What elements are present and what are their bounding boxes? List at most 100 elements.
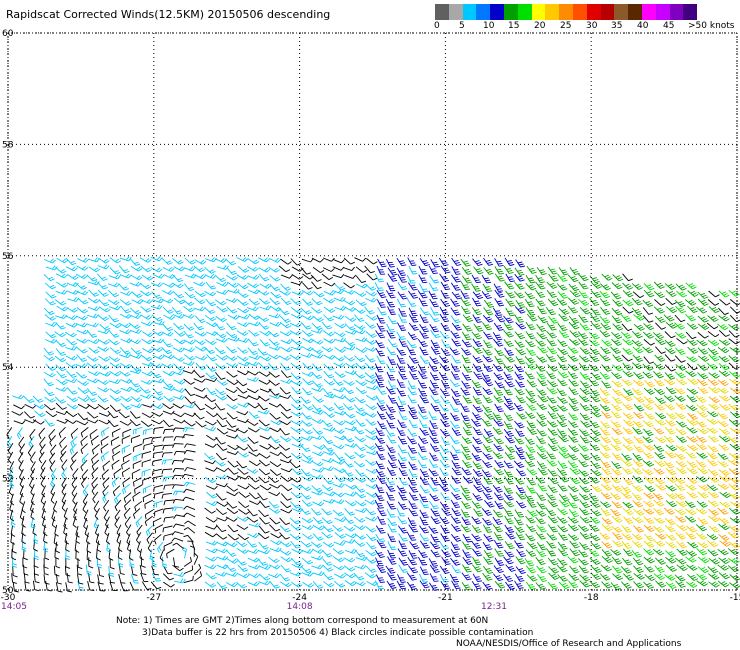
wind-barb [100,435,109,446]
wind-barb [599,403,611,412]
wind-barb [374,372,384,381]
wind-barb [108,289,119,298]
wind-barb [55,322,66,330]
wind-barb [87,403,99,410]
wind-barb [97,346,110,352]
wind-barb [344,396,356,403]
wind-barb [301,412,313,420]
wind-barb [675,420,687,428]
wind-barb [142,427,153,435]
wind-barb [173,557,180,568]
wind-barb [173,394,185,400]
wind-barb [75,532,80,544]
wind-barb [525,549,537,557]
wind-barb [227,288,240,294]
wind-barb [193,265,205,272]
wind-barb [215,299,227,306]
wind-barb [706,427,718,434]
wind-barb [141,420,153,427]
wind-barb [118,411,130,419]
wind-barb [302,273,314,280]
wind-barb [398,564,408,573]
wind-barb [237,282,249,290]
wind-barb [118,540,123,552]
wind-barb [259,355,272,362]
wind-barb [536,412,547,421]
wind-barb [41,508,46,521]
wind-barb [354,257,367,262]
wind-barb [55,541,60,554]
wind-barb [439,483,450,492]
wind-barb [215,508,228,515]
wind-barb [323,290,336,296]
wind-barb [238,508,250,515]
wind-barb [481,469,492,478]
wind-barb [397,516,408,525]
wind-barb [706,459,718,467]
wind-barb [76,346,88,354]
wind-barb [472,436,483,445]
wind-barb [65,410,78,417]
wind-barb [375,525,386,534]
wind-barb [631,330,643,339]
wind-barb [493,509,504,518]
wind-barb [122,484,130,495]
wind-barb [30,493,35,506]
wind-barb [141,450,152,459]
wind-barb [428,525,439,534]
wind-barb [109,347,122,354]
wind-barb [644,476,655,484]
wind-barb [376,411,387,420]
wind-barb [514,444,525,454]
wind-barb [247,347,259,356]
wind-barb [484,500,495,508]
wind-barb [621,354,633,362]
wind-barb [130,347,142,355]
wind-barb [41,485,47,498]
wind-barb [74,541,80,553]
wind-barb [590,572,602,580]
wind-barb [569,330,581,338]
wind-barb [674,508,687,516]
wind-barb [121,460,130,470]
wind-barb [578,362,589,371]
wind-barb [557,548,569,557]
wind-barb [546,395,557,404]
wind-barb [655,322,666,330]
wind-barb [194,297,206,305]
wind-barb [482,354,493,363]
wind-barb [204,531,217,538]
wind-barb [129,328,142,334]
color-scale-label: >50 knots [688,21,735,31]
wind-barb [97,395,109,403]
wind-barb [417,443,427,453]
wind-barb [406,298,417,307]
wind-barb [247,444,258,452]
wind-barb [280,339,293,345]
wind-barb [54,396,66,404]
wind-barb [515,379,526,388]
wind-barb [482,347,493,356]
wind-barb [695,524,707,532]
wind-barb [407,451,417,461]
wind-barb [396,580,407,590]
wind-barb [269,451,282,457]
wind-barb [173,291,185,299]
wind-barb [707,491,720,499]
wind-barb [611,525,623,533]
wind-barb [407,380,417,389]
wind-barb [216,281,229,287]
wind-barb [407,428,418,437]
wind-barb [280,501,292,509]
wind-barb [536,501,547,510]
wind-barb [80,435,88,447]
wind-barb [140,306,152,313]
wind-barb [515,395,526,404]
wind-barb [578,273,589,282]
wind-barb [525,321,536,331]
wind-barb [504,524,515,533]
wind-barb [600,435,612,444]
wind-barb [611,403,622,412]
footnotes: Note: 1) Times are GMT 2)Times along bot… [116,615,533,639]
wind-barb [344,533,357,539]
